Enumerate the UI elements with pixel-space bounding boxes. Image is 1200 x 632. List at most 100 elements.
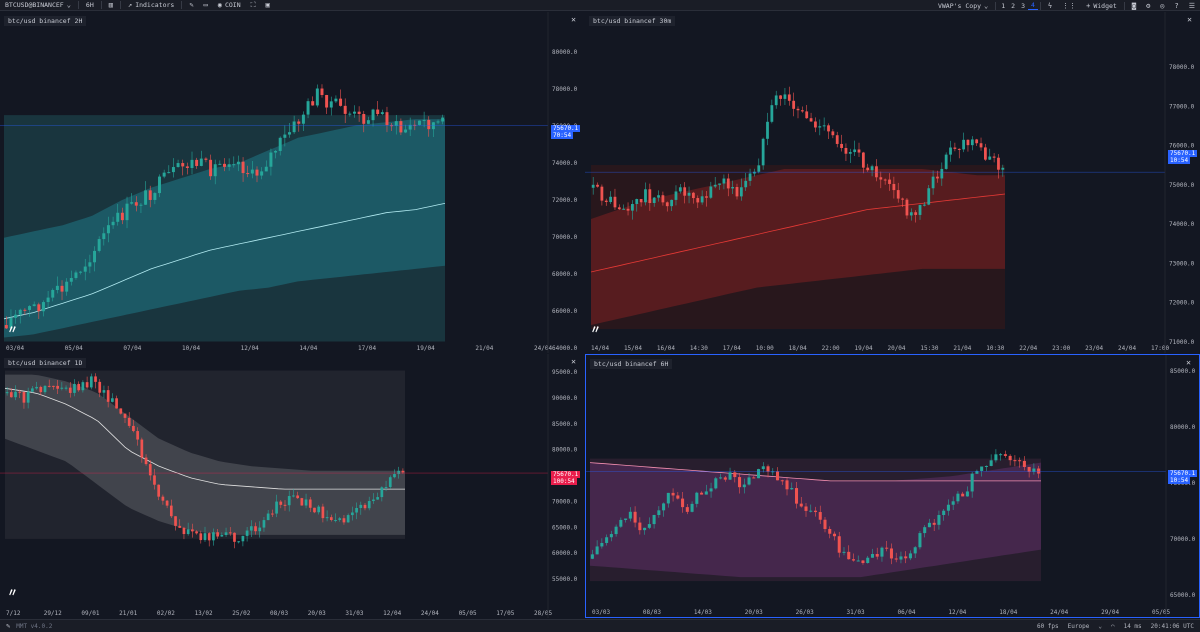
chart-pane-30m[interactable]: btc/usd binancef 30m ✕ 78000.0 77000.0 760…: [585, 12, 1200, 353]
region-selector[interactable]: Europe: [1067, 622, 1090, 630]
candle-body: [182, 527, 186, 535]
vwap-band: [591, 169, 1005, 325]
candle-body: [961, 493, 965, 497]
screenshot-button[interactable]: ▣: [261, 0, 275, 11]
camera-icon: ◙: [1131, 1, 1137, 10]
candle-body: [794, 488, 799, 504]
candle-body: [1008, 455, 1012, 461]
layout-2-button[interactable]: 2: [1011, 1, 1016, 10]
y-axis-tick: 65000.0: [1170, 592, 1196, 599]
candle-body: [652, 514, 656, 525]
candle-body: [800, 110, 804, 112]
chart-pane-1d[interactable]: btc/usd binancef 1D ✕ 95000.0 90000.0 8500…: [0, 354, 584, 618]
x-axis-tick: 13/02: [195, 610, 213, 617]
candle-body: [851, 559, 855, 561]
candle-body: [308, 499, 312, 508]
chart-canvas[interactable]: 85000.080000.075000.070000.065000.003/03…: [586, 355, 1199, 617]
candle-body: [896, 190, 900, 199]
fullscreen-button[interactable]: ⛶: [246, 0, 261, 11]
broadcast-button[interactable]: ◎: [1155, 0, 1169, 11]
candle-body: [719, 477, 723, 479]
chart-canvas[interactable]: 80000.078000.076000.074000.072000.070000…: [0, 12, 584, 353]
pane-title[interactable]: btc/usd binancef 2H: [4, 16, 87, 26]
pane-title[interactable]: btc/usd binancef 6H: [590, 359, 673, 369]
candle-body: [18, 391, 22, 393]
candle-body: [167, 172, 171, 174]
candle-body: [988, 156, 992, 160]
chart-canvas[interactable]: 78000.0 77000.0 76000.0 75000.0 74000.0 73000…: [585, 12, 1200, 353]
layout-4-button[interactable]: 4: [1028, 1, 1038, 10]
folder-button[interactable]: ▭: [199, 0, 213, 11]
close-icon[interactable]: ✕: [571, 357, 576, 366]
candle-body: [325, 95, 329, 108]
help-button[interactable]: ?: [1170, 0, 1184, 11]
candle-body: [106, 225, 110, 234]
candle-body: [888, 179, 891, 184]
menu-button[interactable]: ☰: [1184, 0, 1200, 11]
candle-body: [600, 186, 604, 201]
timeframe-selector[interactable]: 6H: [81, 0, 99, 11]
candle-body: [901, 198, 904, 200]
template-selector[interactable]: VWAP's Copy ⌄: [933, 0, 993, 11]
candle-body: [367, 501, 371, 509]
y-axis-tick: 73000.0: [1169, 260, 1195, 267]
divider: [1039, 1, 1041, 10]
candle-body: [185, 166, 189, 168]
candle-body: [704, 491, 708, 495]
candle-body: [144, 457, 148, 465]
timeframe-label: 6H: [85, 1, 94, 9]
pencil-icon[interactable]: ✎: [6, 622, 11, 630]
candle-body: [832, 533, 837, 537]
candle-body: [236, 161, 240, 165]
x-axis-tick: 14/04: [299, 345, 317, 352]
candle-body: [744, 180, 748, 188]
grid-button[interactable]: ⋮⋮: [1057, 0, 1081, 11]
candle-body: [757, 469, 761, 479]
candle-body: [866, 557, 870, 564]
layout-1-button[interactable]: 1: [1001, 1, 1006, 10]
x-axis-tick: 05/05: [459, 610, 477, 617]
x-axis-tick: 20/03: [308, 610, 326, 617]
coin-label: COIN: [224, 1, 241, 9]
close-icon[interactable]: ✕: [1186, 358, 1191, 367]
candle-body: [181, 163, 185, 167]
pane-title[interactable]: btc/usd binancef 30m: [589, 16, 676, 26]
settings-button[interactable]: ⚙: [1141, 0, 1155, 11]
indicators-button[interactable]: ↗ Indicators: [123, 0, 179, 11]
top-toolbar: BTCUSD@BINANCEF ⌄ 6H ▥ ↗ Indicators ✎ ▭ …: [0, 0, 1200, 11]
status-right: 60 fps Europe ⌄ ◠ 14 ms 20:41:06 UTC: [1037, 620, 1194, 632]
chart-pane-6h[interactable]: btc/usd binancef 6H ✕ 85000.080000.07500…: [585, 354, 1200, 618]
candle-body: [93, 250, 97, 263]
chart-type-button[interactable]: ▥: [104, 0, 118, 11]
chart-canvas[interactable]: 95000.090000.085000.080000.075000.070000…: [0, 354, 584, 618]
coin-button[interactable]: ◉ COIN: [213, 0, 246, 11]
vwap-band: [590, 462, 1041, 578]
candle-body: [436, 121, 440, 123]
chart-pane-2h[interactable]: btc/usd binancef 2H ✕ 80000.078000.07600…: [0, 12, 584, 353]
pane-title[interactable]: btc/usd binancef 1D: [4, 358, 87, 368]
divider: [100, 1, 102, 9]
symbol-selector[interactable]: BTCUSD@BINANCEF ⌄: [0, 0, 76, 11]
close-icon[interactable]: ✕: [1187, 15, 1192, 24]
candle-body: [604, 200, 608, 203]
candle-body: [417, 120, 421, 125]
candle-body: [351, 512, 354, 516]
alerts-button[interactable]: ϟ: [1043, 0, 1057, 11]
close-icon[interactable]: ✕: [571, 15, 576, 24]
candle-body: [992, 156, 996, 158]
candle-body: [287, 496, 291, 506]
candle-body: [275, 501, 278, 514]
candle-body: [970, 473, 974, 492]
candle-body: [94, 376, 97, 382]
camera-button[interactable]: ◙: [1127, 0, 1141, 11]
add-widget-button[interactable]: + Widget: [1081, 0, 1122, 11]
candle-body: [394, 121, 398, 126]
candle-body: [380, 112, 384, 115]
candle-body: [355, 507, 358, 513]
candle-body: [742, 484, 746, 488]
drawing-tool-button[interactable]: ✎: [184, 0, 198, 11]
candle-body: [752, 477, 756, 479]
broadcast-icon: ◎: [1160, 1, 1165, 10]
candle-body: [388, 477, 392, 488]
layout-3-button[interactable]: 3: [1021, 1, 1025, 10]
